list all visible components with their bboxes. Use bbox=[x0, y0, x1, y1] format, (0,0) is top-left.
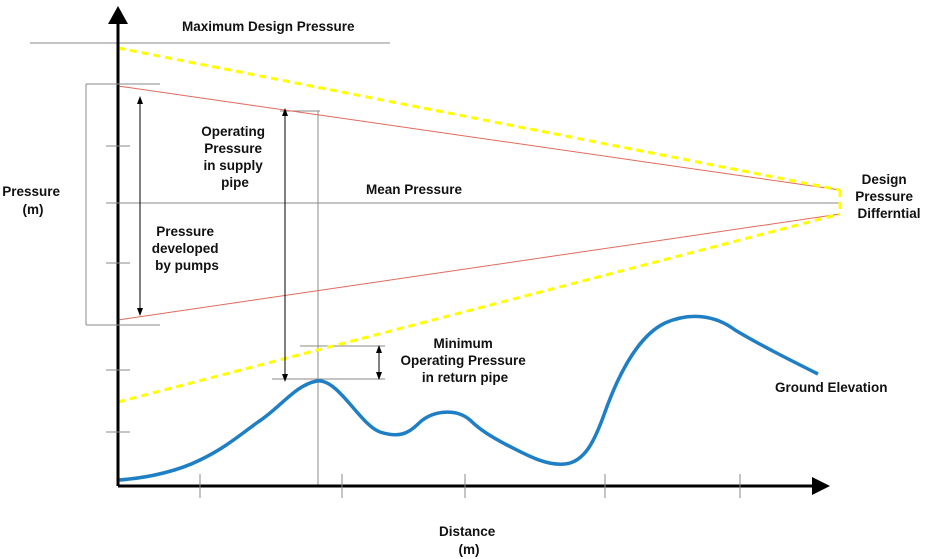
y-axis bbox=[108, 6, 128, 486]
x-axis bbox=[118, 477, 830, 495]
return-operating-pressure-line bbox=[117, 213, 841, 321]
ground-elevation-label: Ground Elevation bbox=[775, 380, 888, 395]
pressure-developed-label: Pressure developed by pumps bbox=[152, 224, 223, 273]
ground-elevation-curve bbox=[117, 314, 819, 482]
operating-pressure-supply-label: Operating Pressure in supply pipe bbox=[201, 124, 269, 190]
design-envelope bbox=[117, 46, 842, 404]
x-axis-ticks bbox=[199, 474, 741, 498]
distance-axis-label: Distance (m) bbox=[439, 524, 499, 557]
design-pressure-differential-label: Design Pressure Differntial bbox=[855, 172, 920, 221]
pressure-axis-label: Pressure (m) bbox=[2, 184, 64, 217]
mean-pressure-label: Mean Pressure bbox=[366, 182, 463, 197]
supply-operating-pressure-line bbox=[117, 85, 841, 191]
max-design-pressure-label: Maximum Design Pressure bbox=[182, 19, 355, 34]
y-axis-ticks bbox=[106, 83, 130, 433]
min-operating-pressure-label: Minimum Operating Pressure in return pip… bbox=[400, 336, 529, 385]
